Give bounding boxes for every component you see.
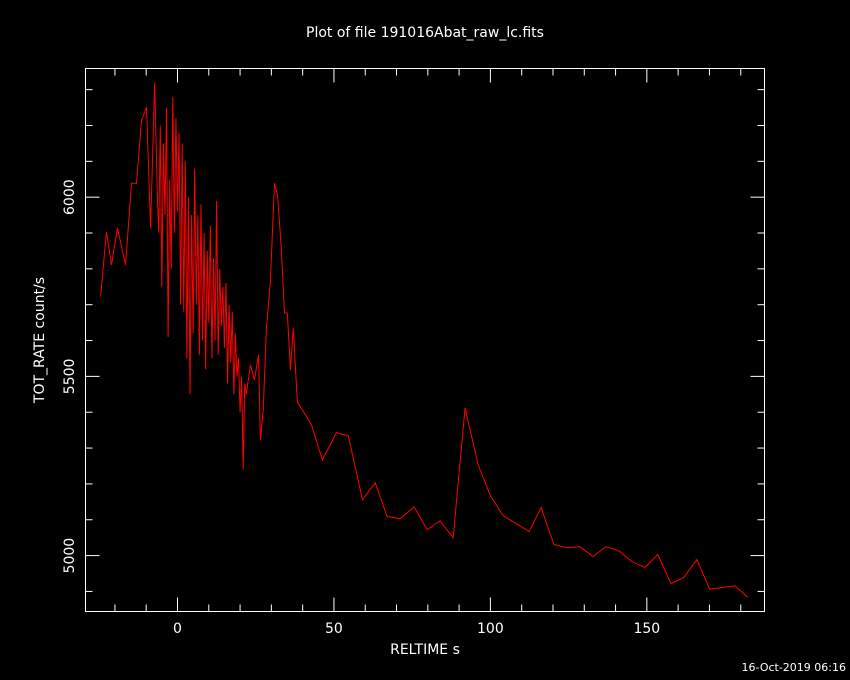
y-tick-label: 6000	[62, 179, 78, 215]
x-axis-label: RELTIME s	[390, 642, 460, 658]
chart-title: Plot of file 191016Abat_raw_lc.fits	[306, 25, 544, 41]
plot-frame	[85, 68, 765, 612]
light-curve	[100, 82, 749, 598]
y-tick-label: 5000	[62, 538, 78, 574]
x-tick-label: 150	[633, 621, 660, 637]
x-tick-label: 0	[173, 621, 182, 637]
y-tick-label: 5500	[62, 359, 78, 395]
y-axis-label: TOT_RATE count/s	[32, 277, 48, 404]
x-tick-label: 100	[477, 621, 504, 637]
x-tick-label: 50	[325, 621, 343, 637]
footer-timestamp: 16-Oct-2019 06:16	[742, 661, 846, 674]
